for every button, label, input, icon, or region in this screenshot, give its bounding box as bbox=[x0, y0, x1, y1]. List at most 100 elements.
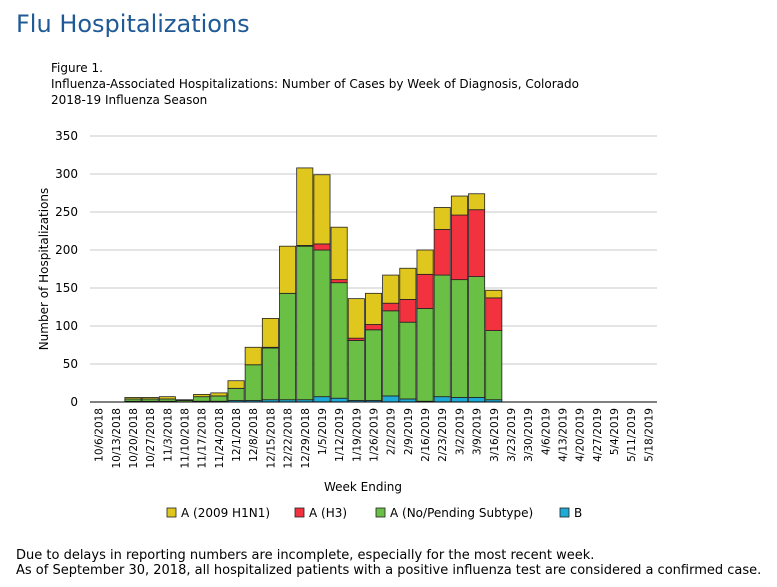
bar-segment-a-2009-h1n1 bbox=[244, 346, 262, 366]
bar-segment-a-h3 bbox=[433, 229, 451, 276]
bar-segment-a-no-pending-subtype bbox=[382, 310, 400, 397]
bar-segment-a-2009-h1n1 bbox=[141, 397, 159, 400]
x-axis-title: Week Ending bbox=[324, 480, 402, 494]
bar-segment-b bbox=[382, 395, 400, 403]
y-tick-label: 50 bbox=[63, 357, 78, 371]
bar-segment-a-h3 bbox=[399, 298, 417, 323]
x-tick-label: 10/27/2018 bbox=[145, 408, 157, 469]
bar-segment-a-h3 bbox=[468, 209, 486, 277]
bar-segment-a-h3 bbox=[382, 302, 400, 312]
bar-segment-a-h3 bbox=[365, 324, 382, 331]
x-tick-label: 11/3/2018 bbox=[162, 408, 174, 462]
bar-segment-b bbox=[330, 397, 348, 403]
bar-segment-a-no-pending-subtype bbox=[261, 347, 279, 401]
x-tick-label: 5/18/2019 bbox=[643, 408, 655, 462]
x-tick-label: 12/29/2018 bbox=[300, 408, 312, 469]
legend-layer: A (2009 H1N1) A (H3) A (No/Pending Subtype… bbox=[166, 506, 582, 520]
figure-title-line2: 2018-19 Influenza Season bbox=[51, 93, 208, 107]
footnote: Due to delays in reporting numbers are i… bbox=[16, 548, 761, 578]
x-tick-label: 3/16/2019 bbox=[489, 408, 501, 462]
legend-label-a-2009-h1n1: A (2009 H1N1) bbox=[181, 506, 270, 520]
y-tick-label: 350 bbox=[55, 129, 78, 143]
legend-swatch-a-h3 bbox=[294, 507, 305, 518]
legend-swatch-a-2009-h1n1 bbox=[166, 507, 177, 518]
figure-label: Figure 1. bbox=[51, 61, 103, 75]
x-tick-label: 10/13/2018 bbox=[111, 408, 123, 469]
bar-segment-b bbox=[450, 397, 468, 403]
bar-segment-a-2009-h1n1 bbox=[193, 393, 211, 398]
bar-segment-a-2009-h1n1 bbox=[468, 193, 486, 211]
x-tick-label: 1/12/2019 bbox=[334, 408, 346, 462]
x-tick-label: 4/20/2019 bbox=[575, 408, 587, 462]
x-tick-label: 1/26/2019 bbox=[369, 408, 381, 462]
figure-title-line1: Influenza-Associated Hospitalizations: N… bbox=[51, 77, 579, 91]
bar-segment-a-2009-h1n1 bbox=[261, 317, 279, 348]
x-tick-label: 5/4/2019 bbox=[609, 408, 621, 455]
legend-label-b: B bbox=[574, 506, 582, 520]
page-title: Flu Hospitalizations bbox=[16, 10, 250, 38]
bar-segment-a-no-pending-subtype bbox=[330, 282, 348, 399]
bar-segment-a-no-pending-subtype bbox=[244, 364, 262, 401]
bar-segment-a-no-pending-subtype bbox=[468, 276, 486, 398]
footnote-line1: Due to delays in reporting numbers are i… bbox=[16, 548, 595, 563]
bar-segment-a-no-pending-subtype bbox=[313, 249, 331, 398]
x-tick-label: 10/20/2018 bbox=[128, 408, 140, 469]
x-tick-label: 11/24/2018 bbox=[214, 408, 226, 469]
bar-segment-a-no-pending-subtype bbox=[433, 274, 451, 398]
bar-segment-a-h3 bbox=[330, 279, 348, 284]
x-tick-label: 2/9/2019 bbox=[403, 408, 415, 455]
bar-segment-a-no-pending-subtype bbox=[399, 321, 417, 400]
bar-segment-a-no-pending-subtype bbox=[485, 330, 503, 401]
bar-segment-a-2009-h1n1 bbox=[210, 392, 228, 397]
bar-segment-a-2009-h1n1 bbox=[365, 292, 382, 325]
bar-segment-a-no-pending-subtype bbox=[365, 329, 382, 401]
bar-segment-a-no-pending-subtype bbox=[227, 387, 245, 401]
bar-segment-a-2009-h1n1 bbox=[433, 207, 451, 230]
y-tick-label: 300 bbox=[55, 167, 78, 181]
x-tick-label: 12/15/2018 bbox=[265, 408, 277, 469]
bar-segment-a-h3 bbox=[485, 297, 503, 331]
x-tick-label: 3/2/2019 bbox=[454, 408, 466, 455]
bar-segment-a-no-pending-subtype bbox=[450, 279, 468, 398]
bar-segment-a-2009-h1n1 bbox=[382, 274, 400, 304]
bar-segment-a-2009-h1n1 bbox=[450, 195, 468, 216]
y-tick-label: 0 bbox=[70, 395, 78, 409]
bar-segment-a-2009-h1n1 bbox=[416, 249, 434, 275]
hospitalizations-chart: 0 50 100 150 200 250 300 350 10/6/2018 10/13/2018… bbox=[37, 129, 657, 520]
bar-segment-a-2009-h1n1 bbox=[347, 298, 365, 339]
y-tick-label: 250 bbox=[55, 205, 78, 219]
bar-segment-a-no-pending-subtype bbox=[210, 395, 228, 402]
bar-segment-a-2009-h1n1 bbox=[313, 174, 331, 245]
x-tick-label: 11/10/2018 bbox=[180, 408, 192, 469]
x-tick-label: 4/6/2019 bbox=[540, 408, 552, 455]
bar-segment-a-2009-h1n1 bbox=[330, 226, 348, 281]
bar-segment-a-no-pending-subtype bbox=[416, 308, 434, 402]
bar-segment-a-h3 bbox=[313, 243, 331, 251]
bar-segment-a-2009-h1n1 bbox=[227, 380, 245, 389]
bar-segment-a-2009-h1n1 bbox=[176, 399, 193, 401]
legend-label-a-h3: A (H3) bbox=[309, 506, 347, 520]
y-tick-label: 150 bbox=[55, 281, 78, 295]
bar-segment-b bbox=[433, 396, 451, 403]
y-axis-title: Number of Hospitalizations bbox=[37, 188, 51, 351]
bar-segment-a-2009-h1n1 bbox=[485, 289, 503, 299]
bar-segment-a-no-pending-subtype bbox=[347, 340, 365, 401]
x-tick-label: 11/17/2018 bbox=[197, 408, 209, 469]
bar-segment-a-2009-h1n1 bbox=[279, 245, 297, 294]
x-tick-label: 5/11/2019 bbox=[626, 408, 638, 462]
x-tick-label: 10/6/2018 bbox=[94, 408, 106, 462]
axis-layer: 0 50 100 150 200 250 300 350 10/6/2018 10/13/2018… bbox=[37, 129, 657, 494]
bar-segment-a-h3 bbox=[450, 214, 468, 281]
x-tick-label: 12/22/2018 bbox=[283, 408, 295, 469]
x-tick-label: 1/5/2019 bbox=[317, 408, 329, 455]
x-tick-label: 3/30/2019 bbox=[523, 408, 535, 462]
y-tick-label: 200 bbox=[55, 243, 78, 257]
x-tick-label: 4/13/2019 bbox=[558, 408, 570, 462]
bar-segment-a-2009-h1n1 bbox=[124, 397, 142, 400]
legend-swatch-b bbox=[559, 507, 570, 518]
x-tick-label: 2/16/2019 bbox=[420, 408, 432, 462]
x-tick-label: 12/8/2018 bbox=[248, 408, 260, 462]
bar-segment-a-no-pending-subtype bbox=[279, 292, 297, 401]
x-tick-label: 1/19/2019 bbox=[351, 408, 363, 462]
figure-caption: Figure 1. Influenza-Associated Hospitali… bbox=[51, 60, 579, 108]
